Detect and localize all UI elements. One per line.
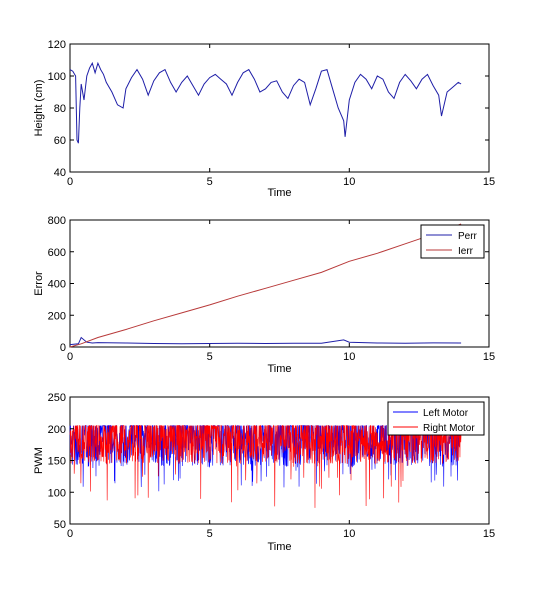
- y-ticks-pwm: 50 100 150 200 250: [48, 392, 489, 531]
- y-tick-label: 60: [54, 135, 66, 147]
- x-tick-label: 5: [207, 528, 213, 540]
- x-tick-label: 10: [343, 528, 355, 540]
- x-axis-label-height: Time: [267, 187, 291, 199]
- series-group-error: [69, 223, 462, 348]
- subplot-height: 0 5 10 15 40 60 80 100 120 Time Height (…: [33, 39, 495, 199]
- legend-label-left-motor: Left Motor: [423, 408, 469, 419]
- subplot-pwm: 0 5 10 15 50 100 150 200 250 Time PWM Le…: [33, 392, 495, 553]
- y-tick-label: 200: [48, 424, 66, 436]
- y-tick-label: 250: [48, 392, 66, 404]
- y-axis-label-pwm: PWM: [33, 447, 45, 474]
- y-ticks-error: 0 200 400 600 800: [48, 215, 489, 354]
- y-axis-label-height: Height (cm): [33, 80, 45, 137]
- legend-label-right-motor: Right Motor: [423, 423, 475, 434]
- x-ticks-height: 0 5 10 15: [67, 44, 495, 188]
- y-axis-label-error: Error: [33, 271, 45, 296]
- x-tick-label: 15: [483, 351, 495, 363]
- y-tick-label: 800: [48, 215, 66, 227]
- x-axis-label-error: Time: [267, 363, 291, 375]
- legend-box: [420, 224, 485, 259]
- y-ticks-height: 40 60 80 100 120: [48, 39, 489, 179]
- x-tick-label: 15: [483, 528, 495, 540]
- x-tick-label: 15: [483, 176, 495, 188]
- series-line-height: [69, 61, 462, 144]
- legend-label-perr: Perr: [458, 231, 478, 242]
- plot-area-height: [69, 43, 490, 173]
- y-tick-label: 50: [54, 519, 66, 531]
- x-tick-label: 5: [207, 176, 213, 188]
- y-tick-label: 150: [48, 456, 66, 468]
- series-line-ierr: [69, 223, 462, 348]
- y-tick-label: 400: [48, 279, 66, 291]
- y-tick-label: 600: [48, 247, 66, 259]
- x-tick-label: 10: [343, 351, 355, 363]
- x-ticks-pwm: 0 5 10 15: [67, 520, 495, 540]
- y-tick-label: 100: [48, 487, 66, 499]
- subplot-error: 0 5 10 15 0 200 400 600 800 Time Error P…: [33, 215, 495, 375]
- y-tick-label: 200: [48, 310, 66, 322]
- y-tick-label: 40: [54, 167, 66, 179]
- legend-pwm: Left Motor Right Motor: [387, 401, 485, 436]
- x-tick-label: 0: [67, 176, 73, 188]
- series-line-perr: [69, 336, 462, 346]
- y-tick-label: 100: [48, 71, 66, 83]
- y-tick-label: 120: [48, 39, 66, 51]
- x-tick-label: 0: [67, 351, 73, 363]
- legend-error: Perr Ierr: [420, 224, 485, 259]
- x-ticks-error: 0 5 10 15: [67, 220, 495, 363]
- y-tick-label: 0: [60, 342, 66, 354]
- x-tick-label: 10: [343, 176, 355, 188]
- x-tick-label: 5: [207, 351, 213, 363]
- y-tick-label: 80: [54, 103, 66, 115]
- x-axis-label-pwm: Time: [267, 541, 291, 553]
- legend-box: [387, 401, 485, 436]
- x-tick-label: 0: [67, 528, 73, 540]
- legend-label-ierr: Ierr: [458, 246, 474, 257]
- series-group-height: [69, 61, 462, 144]
